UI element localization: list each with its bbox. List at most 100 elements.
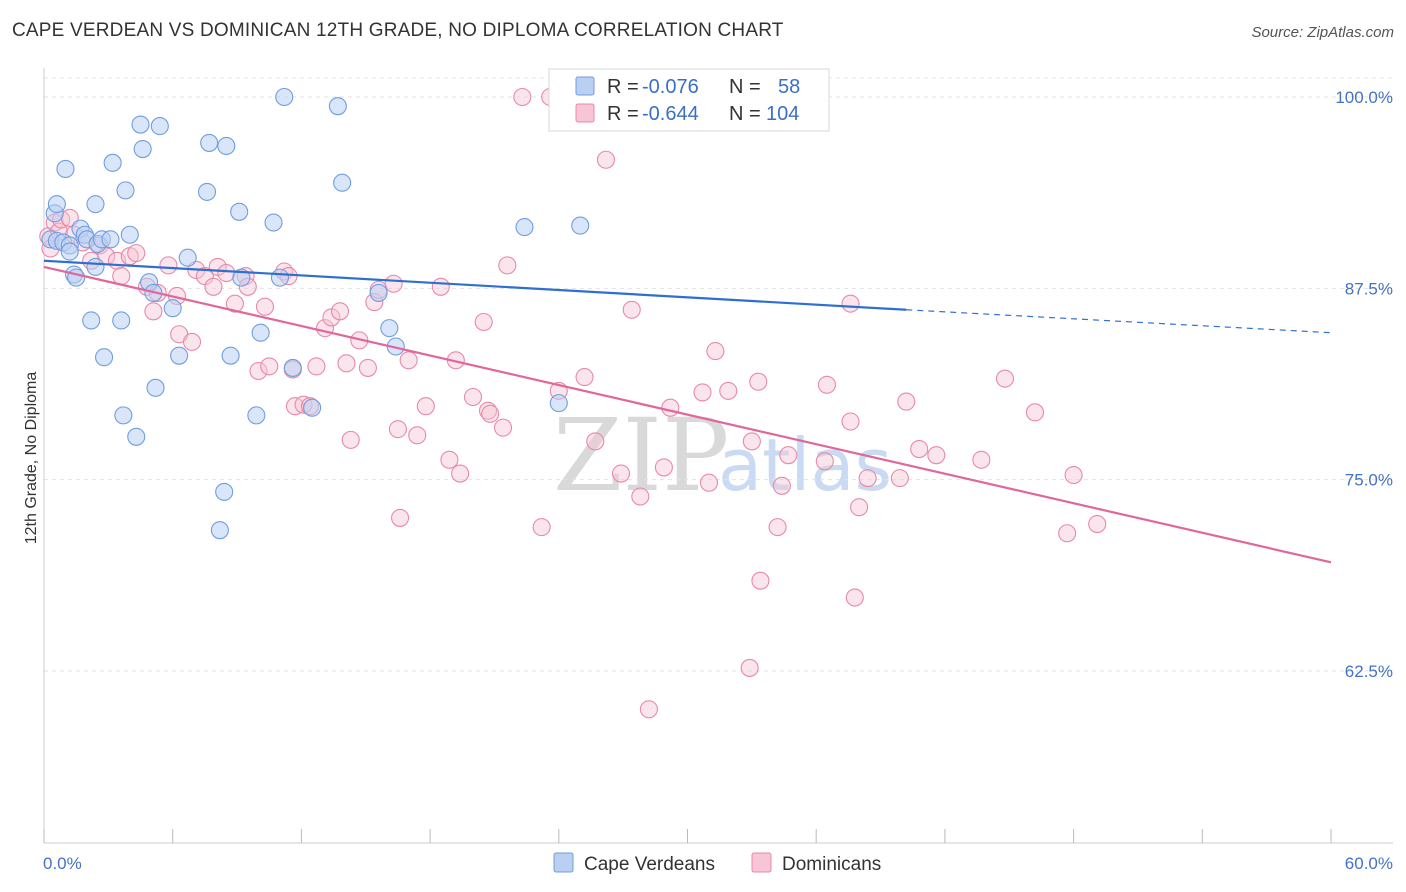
cape-verdean-point [571,216,590,235]
cape-verdean-point [232,268,251,287]
dominican-point [225,294,244,313]
dominican-point [661,398,680,417]
dominican-point [330,302,350,321]
cape-verdean-point [103,153,122,172]
dominican-point [463,387,483,407]
dominican-point [440,450,459,469]
dominican-point [1058,524,1077,543]
dominican-point [586,432,605,451]
cape-verdean-point [275,87,294,107]
y-tick-label: 100.0% [1335,88,1393,107]
dominican-point [416,397,435,416]
dominican-point [972,450,991,469]
cape-verdean-point [86,257,105,276]
dominican-point [841,294,860,313]
cape-verdean-point [120,225,139,244]
cape-verdean-point [251,323,270,342]
y-tick-label: 87.5% [1345,279,1393,298]
cape-verdean-point [56,159,75,178]
dominican-point [575,368,594,387]
cape-verdean-point [230,202,249,221]
cape-verdean-point [217,136,236,156]
dominican-point [478,401,498,420]
x-tick-label-max: 60.0% [1345,854,1393,873]
dominican-point [611,464,631,483]
legend-r-value-cape-verdeans: -0.076 [642,76,699,98]
dominican-point [260,357,279,376]
cape-verdean-point [178,248,197,267]
cape-verdean-point [221,346,240,365]
dominican-point [307,357,326,376]
legend-swatch-cape-verdeans [575,76,595,96]
dominican-point [391,508,410,527]
legend-box [548,68,830,132]
cape-verdean-point [116,181,135,200]
dominican-point [622,300,641,319]
cape-verdean-point [170,346,189,365]
cape-verdean-point [112,311,131,330]
dominican-point [341,430,360,449]
cape-verdean-point [247,406,266,425]
y-axis-label: 12th Grade, No Diploma [23,372,40,545]
cape-verdean-point [114,406,133,425]
dominican-point [182,332,202,351]
dominican-point [358,358,377,377]
dominican-point [1064,466,1083,485]
dominican-point [144,302,163,321]
dominican-point [204,277,223,296]
y-tick-label: 62.5% [1345,662,1393,681]
cape-verdeans-trend-extension [906,309,1332,334]
dominican-point [768,518,787,537]
dominican-point [699,473,719,492]
dominican-point [1088,515,1107,534]
cape-verdeans-points [41,87,590,540]
dominican-point [927,446,946,465]
cape-verdean-point [127,427,146,446]
cape-verdean-point [146,378,165,397]
cape-verdean-point [283,358,302,377]
cape-verdean-point [101,230,120,249]
dominican-point [498,256,517,275]
bottom-legend-swatch-dominicans [751,852,772,873]
dominican-point [384,274,403,293]
dominican-point [159,256,178,275]
cape-verdean-point [47,195,66,214]
dominican-point [408,426,427,445]
dominican-point [431,277,450,296]
bottom-legend-label-cape-verdeans: Cape Verdeans [584,854,715,875]
cape-verdean-point [197,182,217,201]
dominican-point [742,432,761,451]
dominican-point [388,420,407,439]
dominican-point [654,458,673,477]
gridlines [44,77,1393,672]
y-tick-label: 75.0% [1345,471,1393,490]
cape-verdean-point [95,348,114,367]
dominican-point [740,658,759,677]
legend-n-value-cape-verdeans: 58 [778,76,800,98]
dominican-point [474,312,493,332]
x-tick-label-min: 0.0% [43,854,82,873]
dominican-point [815,452,834,471]
axes [43,68,1393,844]
trend-lines [43,259,1332,564]
dominican-point [693,383,712,402]
dominican-point [850,498,869,517]
y-tick-labels: 100.0% 87.5% 75.0% 62.5% [1335,88,1393,681]
correlation-legend: R = -0.076 N = 58 R = -0.644 N = 104 [548,68,830,132]
cape-verdean-point [270,268,290,287]
dominican-point [127,244,146,263]
dominican-point [493,418,513,437]
cape-verdean-point [200,133,219,152]
bottom-legend-swatch-cape-verdeans [553,852,574,873]
cape-verdean-point [264,213,283,232]
legend-r-value-dominicans: -0.644 [642,103,699,125]
cape-verdean-point [86,195,105,214]
dominican-point [399,351,418,370]
cape-verdean-point [549,394,568,413]
cape-verdean-point [150,117,169,136]
cape-verdean-point [215,482,234,501]
cape-verdean-point [60,242,79,261]
legend-n-label-dominicans: N = [729,103,761,125]
cape-verdean-point [303,398,322,417]
cape-verdeans-trend-line [43,259,907,311]
